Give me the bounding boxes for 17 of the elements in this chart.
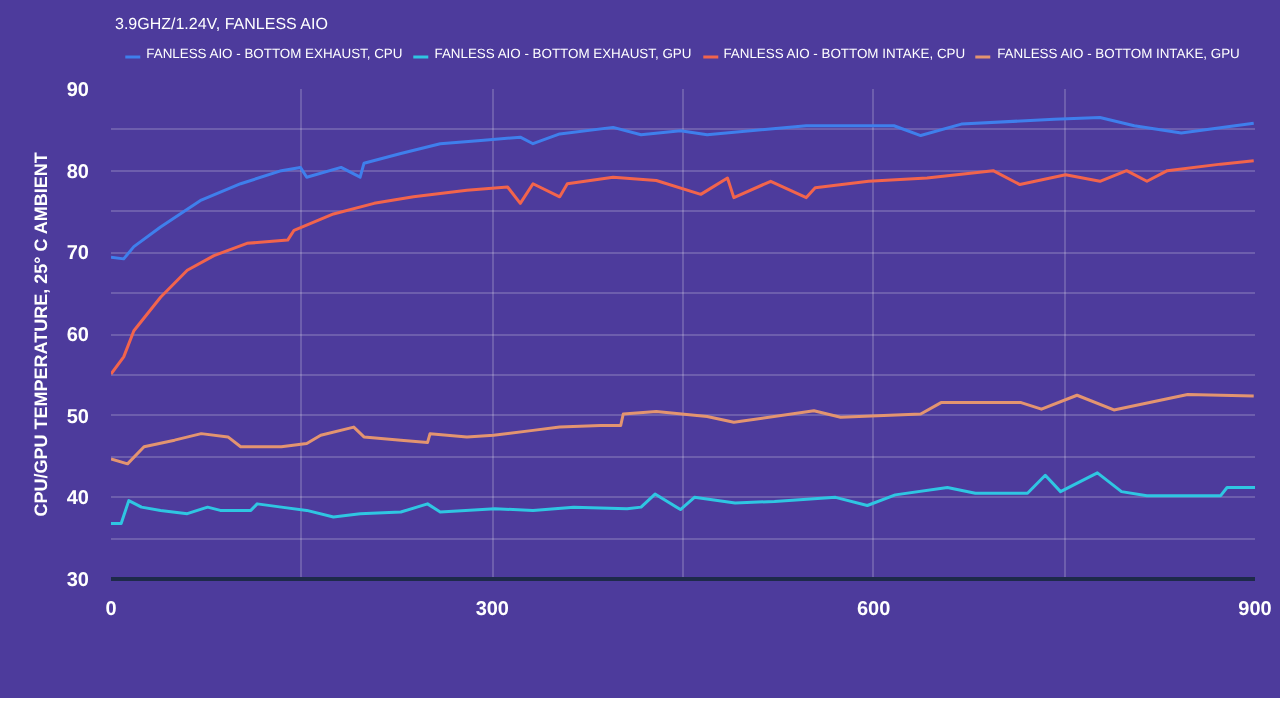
y-tick-label: 30 [66, 570, 90, 592]
line-series [111, 392, 1255, 466]
y-tick-label: 70 [66, 243, 90, 266]
line-series [111, 116, 1255, 261]
x-tick-label: 600 [856, 599, 892, 621]
y-axis-title: CPU/GPU TEMPERATURE, 25° C AMBIENT [30, 151, 51, 517]
y-tick-label: 60 [66, 325, 90, 347]
x-tick-label: 0 [105, 599, 118, 621]
y-tick-label: 50 [66, 406, 90, 429]
line-series [111, 471, 1255, 525]
x-tick-label: 900 [1238, 599, 1273, 621]
x-tick-label: 300 [475, 599, 510, 621]
line-series [111, 159, 1255, 376]
y-tick-label: 40 [66, 488, 90, 511]
y-tick-label: 90 [66, 80, 90, 102]
chart-title: 3.9GHZ/1.24V, FANLESS AIO [115, 15, 328, 33]
y-tick-label: 80 [66, 161, 90, 184]
